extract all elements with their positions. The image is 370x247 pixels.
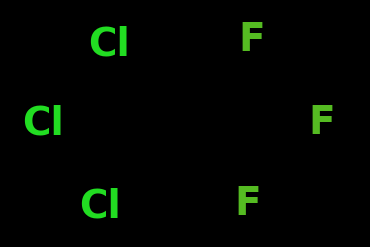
Text: Cl: Cl [79,187,121,225]
Text: F: F [235,185,261,223]
Text: Cl: Cl [22,104,63,143]
Text: F: F [238,21,265,59]
Text: Cl: Cl [88,25,130,63]
Text: F: F [309,104,335,143]
